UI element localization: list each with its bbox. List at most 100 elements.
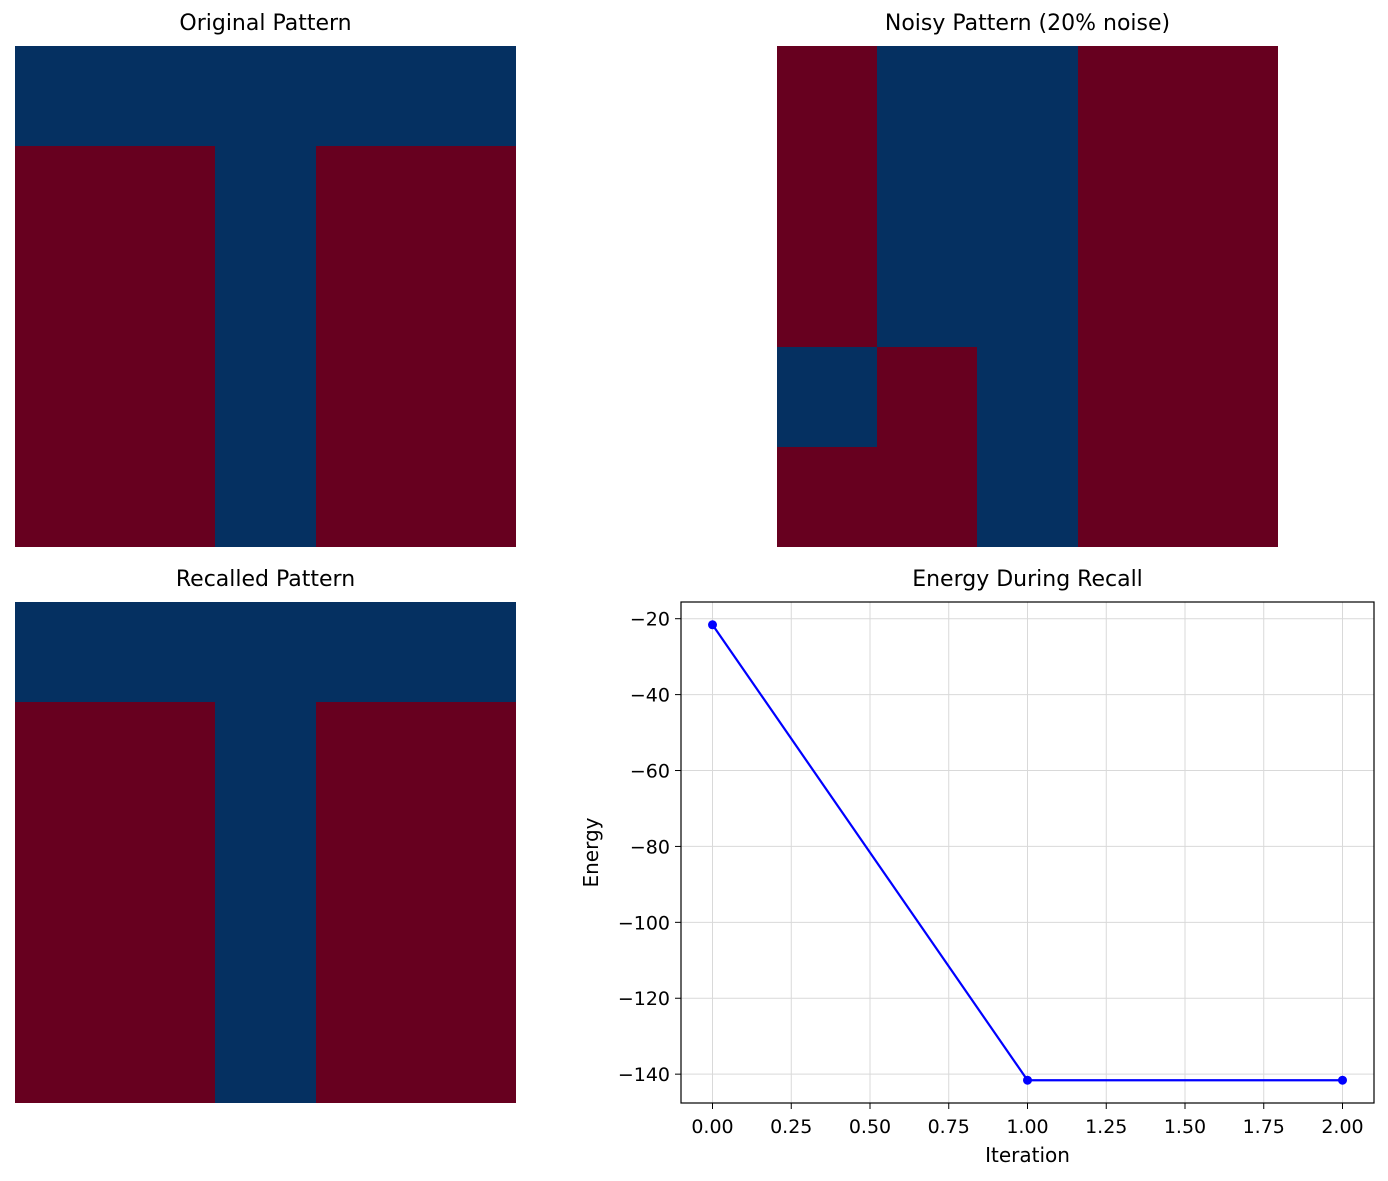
- noisy-pattern-heatmap: [777, 46, 1278, 547]
- energy-data-point: [708, 620, 717, 630]
- heatmap-cell: [115, 702, 215, 802]
- y-tick-label: −80: [630, 836, 670, 858]
- x-tick-label: 1.25: [1085, 1116, 1127, 1138]
- y-tick-label: −140: [618, 1064, 670, 1086]
- heatmap-cell: [877, 347, 977, 447]
- heatmap-cell: [15, 46, 115, 146]
- heatmap-cell: [316, 602, 416, 702]
- heatmap-cell: [977, 146, 1078, 246]
- heatmap-cell: [316, 1003, 416, 1103]
- original-pattern-heatmap: [15, 46, 516, 547]
- heatmap-cell: [777, 447, 877, 547]
- heatmap-cell: [215, 1003, 316, 1103]
- heatmap-cell: [15, 1003, 115, 1103]
- heatmap-cell: [115, 802, 215, 903]
- heatmap-cell: [15, 802, 115, 903]
- heatmap-cell: [877, 246, 977, 347]
- recalled-pattern-title: Recalled Pattern: [175, 567, 356, 592]
- heatmap-cell: [215, 802, 316, 903]
- heatmap-cell: [115, 1003, 215, 1103]
- heatmap-cell: [777, 46, 877, 146]
- heatmap-cell: [1078, 246, 1178, 347]
- heatmap-cell: [115, 447, 215, 547]
- heatmap-cell: [316, 146, 416, 246]
- energy-data-point: [1338, 1075, 1347, 1085]
- heatmap-cell: [115, 903, 215, 1003]
- heatmap-cell: [15, 246, 115, 347]
- heatmap-cell: [115, 602, 215, 702]
- heatmap-cell: [977, 347, 1078, 447]
- heatmap-cell: [877, 46, 977, 146]
- heatmap-cell: [215, 702, 316, 802]
- heatmap-cell: [977, 46, 1078, 146]
- heatmap-cell: [416, 802, 516, 903]
- heatmap-cell: [215, 347, 316, 447]
- heatmap-cell: [316, 903, 416, 1003]
- x-tick-label: 0.50: [849, 1116, 891, 1138]
- heatmap-cell: [215, 447, 316, 547]
- energy-data-point: [1023, 1075, 1032, 1085]
- x-tick-label: 1.75: [1243, 1116, 1285, 1138]
- heatmap-cell: [877, 447, 977, 547]
- x-tick-label: 1.00: [1006, 1116, 1048, 1138]
- heatmap-cell: [215, 46, 316, 146]
- heatmap-cell: [416, 447, 516, 547]
- heatmap-cell: [215, 146, 316, 246]
- heatmap-cell: [115, 46, 215, 146]
- heatmap-cell: [1078, 146, 1178, 246]
- heatmap-cell: [215, 903, 316, 1003]
- energy-series-line: [711, 624, 1343, 1082]
- heatmap-cell: [1078, 347, 1178, 447]
- heatmap-cell: [15, 702, 115, 802]
- heatmap-cell: [1078, 447, 1178, 547]
- heatmap-cell: [15, 347, 115, 447]
- heatmap-cell: [416, 347, 516, 447]
- recalled-pattern-heatmap: [15, 602, 516, 1103]
- heatmap-cell: [15, 903, 115, 1003]
- heatmap-cell: [316, 802, 416, 903]
- heatmap-cell: [977, 447, 1078, 547]
- original-pattern-title: Original Pattern: [179, 11, 352, 36]
- energy-chart-title: Energy During Recall: [912, 567, 1143, 592]
- y-tick-label: −40: [630, 685, 670, 707]
- heatmap-cell: [215, 602, 316, 702]
- heatmap-cell: [115, 246, 215, 347]
- heatmap-cell: [215, 246, 316, 347]
- heatmap-cell: [15, 146, 115, 246]
- heatmap-cell: [1178, 146, 1278, 246]
- y-axis-label: Energy: [579, 817, 603, 887]
- x-tick-label: 2.00: [1321, 1116, 1363, 1138]
- heatmap-cell: [316, 347, 416, 447]
- heatmap-cell: [777, 146, 877, 246]
- y-tick-label: −60: [630, 761, 670, 783]
- heatmap-cell: [316, 447, 416, 547]
- x-axis-label: Iteration: [985, 1143, 1070, 1167]
- heatmap-cell: [115, 347, 215, 447]
- heatmap-cell: [1178, 46, 1278, 146]
- plot-frame: [680, 601, 1375, 1104]
- heatmap-cell: [416, 146, 516, 246]
- noisy-pattern-title: Noisy Pattern (20% noise): [884, 11, 1171, 36]
- heatmap-cell: [15, 447, 115, 547]
- x-tick-label: 0.75: [928, 1116, 970, 1138]
- heatmap-cell: [977, 246, 1078, 347]
- heatmap-cell: [1078, 46, 1178, 146]
- heatmap-cell: [777, 347, 877, 447]
- x-tick-label: 1.50: [1164, 1116, 1206, 1138]
- heatmap-cell: [316, 246, 416, 347]
- heatmap-cell: [877, 146, 977, 246]
- heatmap-cell: [416, 46, 516, 146]
- heatmap-cell: [416, 1003, 516, 1103]
- heatmap-cell: [416, 702, 516, 802]
- heatmap-cell: [316, 46, 416, 146]
- x-tick-label: 0.00: [691, 1116, 733, 1138]
- y-tick-label: −20: [630, 609, 670, 631]
- heatmap-cell: [115, 146, 215, 246]
- heatmap-cell: [416, 602, 516, 702]
- y-tick-label: −120: [618, 988, 670, 1010]
- y-tick-label: −100: [618, 912, 670, 934]
- x-tick-label: 0.25: [770, 1116, 812, 1138]
- heatmap-cell: [1178, 447, 1278, 547]
- heatmap-cell: [1178, 347, 1278, 447]
- heatmap-cell: [1178, 246, 1278, 347]
